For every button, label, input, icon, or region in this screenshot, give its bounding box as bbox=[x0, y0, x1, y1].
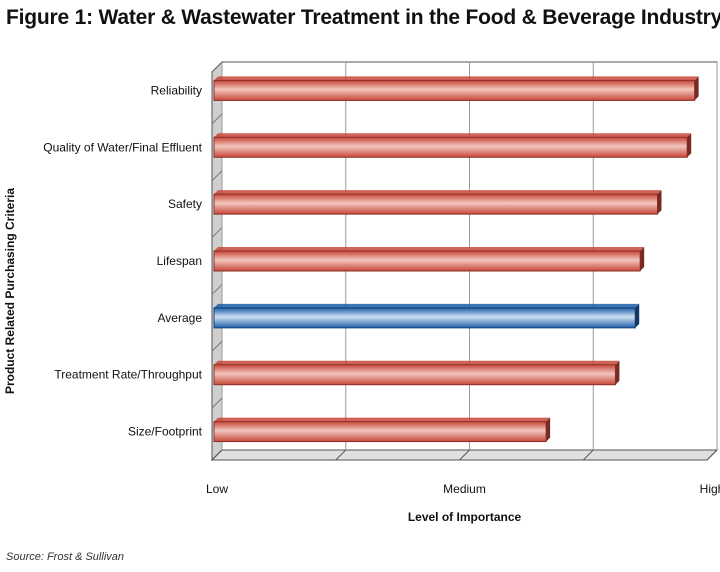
bar-top bbox=[214, 247, 645, 251]
bar-front bbox=[213, 136, 688, 158]
bar-top bbox=[214, 76, 699, 81]
bar-size-footprint bbox=[213, 417, 551, 443]
bar-safety bbox=[213, 190, 662, 215]
floor-tick bbox=[459, 449, 470, 461]
x-axis-title: Level of Importance bbox=[408, 510, 522, 524]
x-tick-labels: Low Medium High bbox=[206, 482, 720, 496]
bar-end bbox=[635, 303, 640, 328]
floor-tick bbox=[335, 449, 347, 461]
bar-top bbox=[214, 417, 551, 422]
category-labels: Reliability Quality of Water/Final Efflue… bbox=[43, 83, 202, 438]
floor-tick bbox=[582, 449, 594, 461]
bar-front bbox=[213, 250, 641, 272]
bar-lifespan bbox=[213, 247, 645, 272]
bar-top bbox=[214, 360, 620, 365]
bar-end bbox=[615, 360, 620, 385]
category-label: Treatment Rate/Throughput bbox=[54, 368, 202, 382]
chart-title: Figure 1: Water & Wastewater Treatment i… bbox=[6, 6, 720, 29]
x-tick-label: Medium bbox=[443, 482, 486, 496]
bar-top bbox=[214, 190, 662, 195]
bar-reliability bbox=[213, 76, 699, 101]
bar-front bbox=[213, 193, 658, 215]
bar-front bbox=[213, 421, 547, 443]
bar-top bbox=[214, 303, 640, 308]
bar-quality-of-water-final-effluent bbox=[213, 133, 692, 158]
bar-end bbox=[694, 76, 699, 101]
category-separator bbox=[211, 170, 223, 182]
bar-average bbox=[213, 303, 640, 329]
bar-end bbox=[640, 247, 645, 271]
bar-treatment-rate-throughput bbox=[213, 360, 620, 386]
bar-front bbox=[213, 79, 696, 101]
category-separator bbox=[211, 397, 223, 409]
category-label: Lifespan bbox=[157, 254, 202, 268]
category-label: Reliability bbox=[151, 83, 202, 97]
bar-end bbox=[687, 133, 692, 158]
category-label: Safety bbox=[168, 197, 202, 211]
category-separator bbox=[211, 340, 223, 352]
category-label: Average bbox=[158, 311, 203, 325]
category-separator bbox=[211, 227, 223, 238]
x-tick-label: Low bbox=[206, 482, 228, 496]
bar-end bbox=[546, 417, 551, 442]
floor-tick bbox=[211, 449, 223, 461]
category-label: Size/Footprint bbox=[128, 425, 203, 439]
floor-tick bbox=[706, 449, 718, 461]
y-axis-title: Product Related Purchasing Criteria bbox=[3, 188, 17, 394]
category-label: Quality of Water/Final Effluent bbox=[43, 140, 202, 154]
category-separator bbox=[211, 113, 223, 125]
source-note: Source: Frost & Sullivan bbox=[6, 551, 124, 563]
bar-top bbox=[214, 133, 692, 138]
bars bbox=[213, 76, 699, 443]
x-tick-label: High bbox=[700, 482, 720, 496]
bar-front bbox=[213, 364, 616, 386]
category-separator bbox=[211, 284, 223, 295]
bar-end bbox=[657, 190, 662, 215]
bar-front bbox=[213, 307, 636, 329]
